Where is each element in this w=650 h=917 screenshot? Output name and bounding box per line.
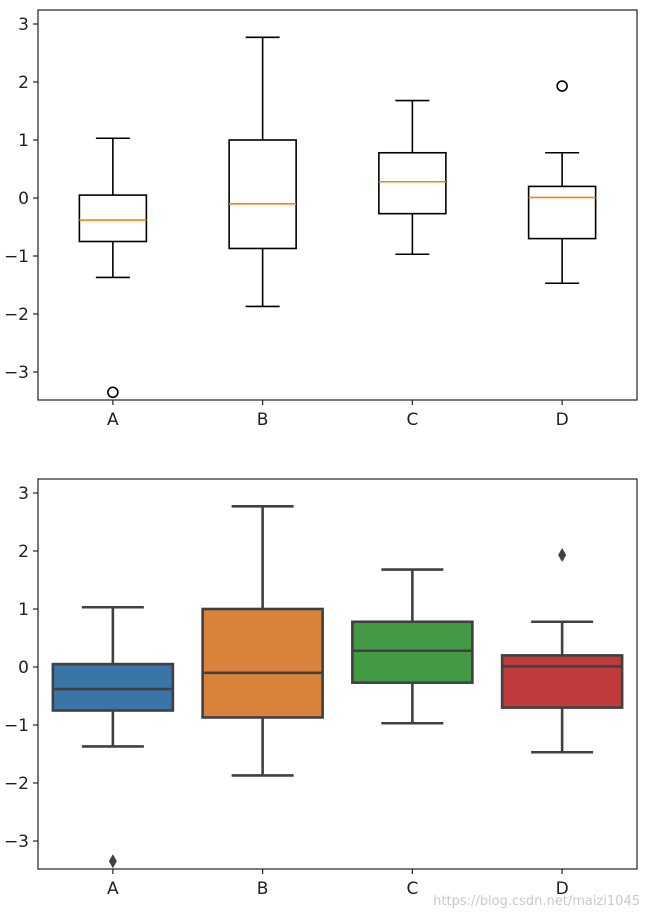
- chart-panel-2: 3 2 1 0 −1 −2 −3 A B C D: [4, 478, 638, 899]
- axes-frame: [37, 9, 638, 401]
- box-body: [201, 607, 324, 719]
- y-tick-label: 1: [18, 131, 29, 151]
- y-tick-label: 2: [18, 73, 29, 93]
- y-tick-label: 1: [18, 600, 29, 620]
- y-tick-label: −1: [4, 247, 29, 267]
- x-tick-label: C: [406, 879, 418, 899]
- x-tick-label: B: [257, 879, 269, 899]
- chart-panel-1: 3 2 1 0 −1 −2 −3 A B C D: [4, 9, 638, 430]
- x-tick-label: A: [107, 879, 119, 899]
- watermark-text: https://blog.csdn.net/maizi1045: [433, 894, 640, 909]
- box-body: [78, 194, 148, 243]
- y-tick-label: −3: [4, 363, 29, 383]
- y-tick-label: 0: [18, 189, 29, 209]
- box-body: [378, 151, 447, 215]
- y-tick-label: −2: [4, 305, 29, 325]
- box-D: [527, 80, 597, 285]
- box-C: [378, 99, 447, 256]
- y-tick-label: −1: [4, 716, 29, 736]
- axes-frame: [37, 478, 638, 870]
- box-body: [527, 185, 597, 240]
- box-B: [228, 36, 297, 308]
- y-tick-label: −2: [4, 774, 29, 794]
- box-body: [500, 654, 624, 709]
- outlier-marker: [556, 80, 568, 92]
- box-body: [351, 620, 474, 684]
- box-D: [500, 548, 624, 754]
- y-tick-label: 3: [18, 484, 29, 504]
- x-tick-label: C: [406, 410, 418, 430]
- box-A: [51, 605, 175, 869]
- box-B: [201, 505, 324, 777]
- box-body: [51, 662, 175, 712]
- x-tick-label: D: [556, 410, 569, 430]
- y-tick-label: 2: [18, 542, 29, 562]
- outlier-marker: [108, 854, 117, 869]
- box-body: [228, 139, 297, 250]
- x-tick-label: A: [107, 410, 119, 430]
- y-tick-label: 3: [18, 15, 29, 35]
- x-tick-label: D: [556, 879, 569, 899]
- outlier-marker: [107, 386, 119, 399]
- outlier-marker: [558, 548, 567, 563]
- y-tick-label: 0: [18, 658, 29, 678]
- box-A: [78, 137, 148, 399]
- y-tick-label: −3: [4, 832, 29, 852]
- x-tick-label: B: [257, 410, 269, 430]
- box-C: [351, 568, 474, 725]
